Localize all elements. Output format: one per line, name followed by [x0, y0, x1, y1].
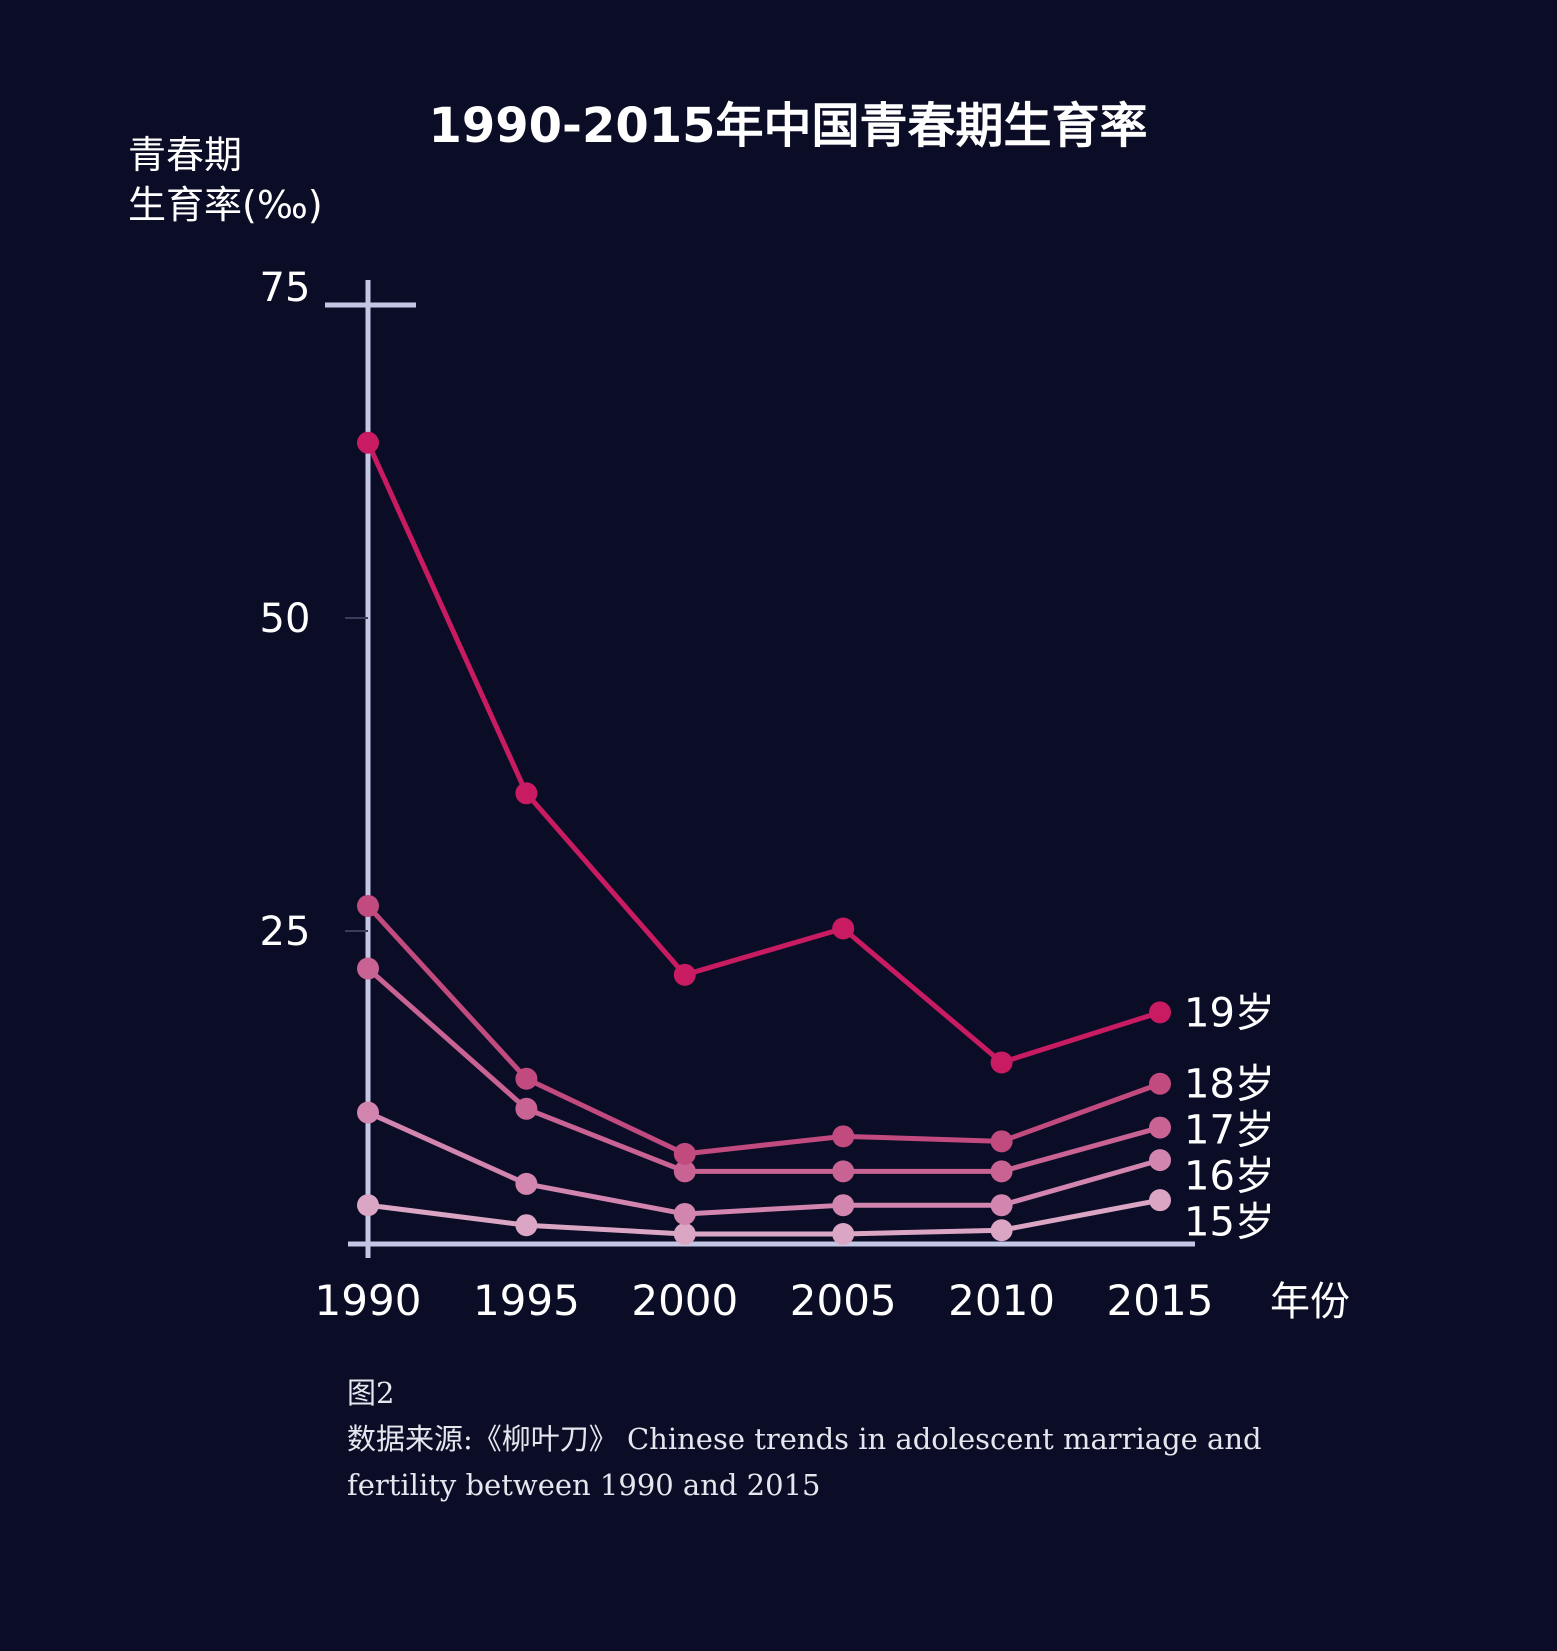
x-tick-label: 1995	[473, 1276, 580, 1325]
data-point	[832, 1222, 855, 1245]
data-point	[1149, 1072, 1171, 1095]
data-point	[515, 1097, 538, 1120]
x-tick-label: 2010	[948, 1276, 1055, 1325]
series-18岁	[357, 894, 1171, 1165]
x-tick-label: 2000	[631, 1276, 738, 1325]
data-point	[990, 1160, 1013, 1183]
data-point	[990, 1219, 1013, 1242]
x-tick-label: 2005	[790, 1276, 897, 1325]
data-point	[673, 1142, 696, 1165]
data-point	[1149, 1116, 1171, 1139]
data-point	[515, 1067, 538, 1090]
data-point	[1149, 1149, 1171, 1172]
data-point	[515, 782, 538, 805]
source-note: 数据来源:《柳叶刀》 Chinese trends in adolescent …	[347, 1422, 1262, 1502]
series-line	[365, 441, 1161, 1065]
series-16岁	[357, 1101, 1171, 1225]
series-label: 16岁	[1184, 1154, 1275, 1200]
y-tick-label: 25	[260, 909, 311, 955]
data-point	[832, 1125, 855, 1148]
data-point	[515, 1172, 538, 1195]
data-point	[357, 1101, 379, 1124]
data-point	[357, 894, 379, 917]
data-point	[832, 1194, 855, 1217]
series-label: 18岁	[1184, 1062, 1275, 1108]
data-point	[673, 1202, 696, 1225]
y-tick-label: 75	[260, 265, 311, 311]
chart-title: 1990-2015年中国青春期生育率	[428, 98, 1147, 154]
y-axis-label-line1: 青春期	[128, 133, 242, 177]
data-point	[515, 1214, 538, 1237]
series-label: 17岁	[1184, 1108, 1275, 1154]
series-line	[367, 1197, 1161, 1237]
x-tick-label: 2015	[1107, 1276, 1214, 1325]
figure-label: 图2	[347, 1376, 395, 1410]
series-19岁	[357, 431, 1171, 1074]
data-point	[990, 1130, 1013, 1153]
series-line	[366, 966, 1161, 1174]
x-axis-label: 年份	[1270, 1279, 1350, 1325]
series-17岁	[357, 957, 1171, 1183]
series-15岁	[357, 1189, 1171, 1245]
data-point	[673, 1160, 696, 1183]
data-point	[357, 1194, 379, 1217]
x-tick-label: 1990	[315, 1276, 422, 1325]
data-point	[832, 917, 855, 940]
data-point	[832, 1160, 855, 1183]
data-point	[357, 957, 379, 980]
y-tick-label: 50	[260, 596, 311, 642]
series-label: 15岁	[1184, 1200, 1275, 1246]
series-line	[366, 904, 1161, 1157]
axes: 25 50 75 1990 1995 2000 2005 2010 2015	[260, 265, 1214, 1325]
data-point	[1149, 1001, 1171, 1024]
caption: 图2 数据来源:《柳叶刀》 Chinese trends in adolesce…	[347, 1370, 1307, 1508]
data-point	[673, 1222, 696, 1245]
data-point	[357, 431, 379, 454]
data-point	[673, 963, 696, 986]
data-point	[1149, 1189, 1171, 1212]
series-label: 19岁	[1184, 990, 1275, 1036]
series-line	[366, 1110, 1161, 1217]
data-point	[990, 1051, 1013, 1074]
y-axis-label-line2: 生育率(‰)	[128, 183, 323, 227]
data-point	[990, 1194, 1013, 1217]
